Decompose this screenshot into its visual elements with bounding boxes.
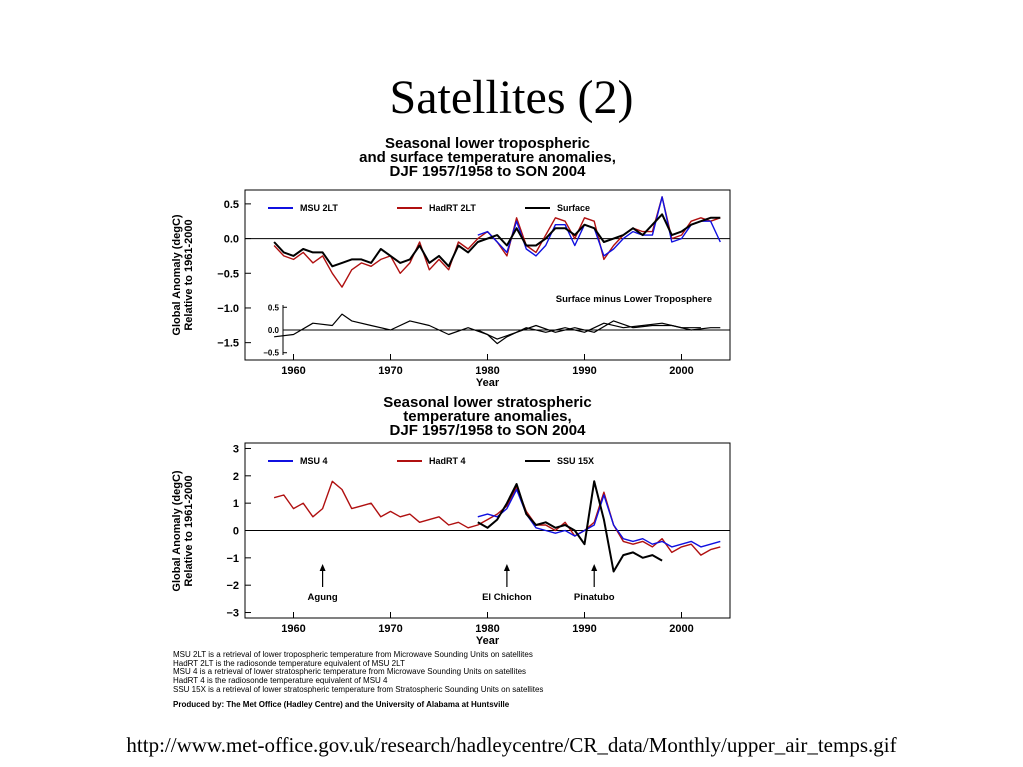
event-label: El Chichon <box>482 592 532 603</box>
y-tick-label: −1.5 <box>217 338 239 350</box>
note-line: HadRT 2LT is the radiosonde temperature … <box>173 658 405 668</box>
event-label: Pinatubo <box>574 592 615 603</box>
y-tick-label: 1 <box>233 498 239 510</box>
y-axis-label: Global Anomaly (degC) <box>171 214 183 336</box>
inset-series-line <box>274 313 701 345</box>
y-tick-label: −1 <box>226 553 239 565</box>
y-tick-label: −3 <box>226 608 239 620</box>
x-tick-label: 1970 <box>378 365 402 377</box>
legend-label: MSU 2LT <box>300 203 338 213</box>
legend-label: MSU 4 <box>300 456 328 466</box>
y-tick-label: 2 <box>233 471 239 483</box>
x-tick-label: 1990 <box>572 365 596 377</box>
slide-title: Satellites (2) <box>389 71 634 124</box>
y-tick-label: 3 <box>233 443 239 455</box>
x-axis-label: Year <box>476 377 500 389</box>
produced-by-credit: Produced by: The Met Office (Hadley Cent… <box>173 700 510 709</box>
y-axis-label: Relative to 1961-2000 <box>183 475 195 586</box>
figure-notes: MSU 2LT is a retrieval of lower troposph… <box>173 650 773 695</box>
inset-tick-label: 0.5 <box>268 303 280 312</box>
series-line-hadrt-4 <box>273 480 721 556</box>
note-line: HadRT 4 is the radiosonde temperature eq… <box>173 676 388 686</box>
legend-label: Surface <box>557 203 590 213</box>
event-arrow-head <box>319 564 326 571</box>
y-axis-label: Global Anomaly (degC) <box>171 470 183 592</box>
chart-title-line: and surface temperature anomalies, <box>359 149 616 166</box>
y-tick-label: −1.0 <box>217 303 239 315</box>
chart-title-line: Seasonal lower stratospheric <box>383 394 592 411</box>
x-tick-label: 1970 <box>378 623 402 635</box>
troposphere-chart: 0.5 0.0 −0.5 −1.0 −1.5 1960 1970 1980 1990 2000 Ye… <box>171 189 731 389</box>
series-line-ssu-15x <box>477 480 663 573</box>
inset-series-line <box>477 320 721 340</box>
event-arrow-head <box>591 564 598 571</box>
x-tick-label: 1990 <box>572 623 596 635</box>
chart-title-troposphere: Seasonal lower tropospheric and surface … <box>245 135 730 180</box>
series-line-msu-2lt <box>477 196 721 257</box>
y-tick-label: 0 <box>233 526 239 538</box>
x-tick-label: 2000 <box>669 623 693 635</box>
note-line: SSU 15X is a retrieval of lower stratosp… <box>173 684 544 694</box>
y-axis-label: Relative to 1961-2000 <box>183 219 195 330</box>
inset-tick-label: 0.0 <box>268 326 280 335</box>
y-tick-label: 0.0 <box>224 234 239 246</box>
legend-label: HadRT 2LT <box>429 203 476 213</box>
chart-title-line: Seasonal lower tropospheric <box>384 135 591 152</box>
legend-label: SSU 15X <box>557 456 594 466</box>
legend-label: HadRT 4 <box>429 456 466 466</box>
x-axis-label: Year <box>476 635 500 647</box>
chart-title-line: DJF 1957/1958 to SON 2004 <box>389 422 586 439</box>
inset-tick-label: −0.5 <box>263 349 279 358</box>
x-tick-label: 1980 <box>475 365 499 377</box>
series-line-msu-4 <box>477 488 721 548</box>
y-tick-label: −2 <box>226 580 239 592</box>
y-tick-label: 0.5 <box>224 199 239 211</box>
source-url-link[interactable]: http://www.met-office.gov.uk/research/ha… <box>126 733 897 757</box>
inset-title: Surface minus Lower Troposphere <box>556 294 712 305</box>
x-tick-label: 1980 <box>475 623 499 635</box>
series-line-surface <box>273 213 721 268</box>
chart-title-line: DJF 1957/1958 to SON 2004 <box>389 163 586 180</box>
x-tick-label: 2000 <box>669 365 693 377</box>
x-tick-label: 1960 <box>281 623 305 635</box>
note-line: MSU 4 is a retrieval of lower stratosphe… <box>173 667 527 677</box>
y-tick-label: −0.5 <box>217 268 239 280</box>
event-label: Agung <box>308 592 338 603</box>
event-arrow-head <box>503 564 510 571</box>
stratosphere-chart: 3 2 1 0 −1 −2 −3 1960 1970 1980 1990 2000 Year Global… <box>171 442 731 647</box>
chart-title-stratosphere: Seasonal lower stratospheric temperature… <box>245 394 730 439</box>
note-line: MSU 2LT is a retrieval of lower troposph… <box>173 650 533 659</box>
x-tick-label: 1960 <box>281 365 305 377</box>
chart-title-line: temperature anomalies, <box>403 408 572 425</box>
